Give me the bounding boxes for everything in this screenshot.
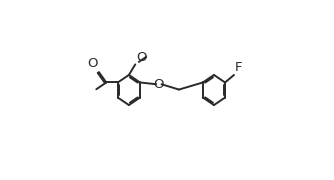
- Text: O: O: [136, 51, 147, 64]
- Text: O: O: [88, 57, 98, 70]
- Text: O: O: [154, 78, 164, 91]
- Text: F: F: [235, 61, 242, 74]
